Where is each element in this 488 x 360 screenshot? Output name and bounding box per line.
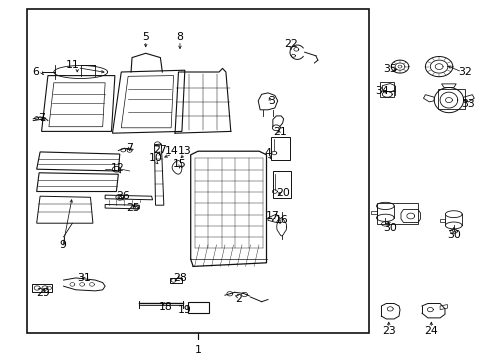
Text: 31: 31 [77, 273, 91, 283]
Text: 12: 12 [110, 163, 124, 174]
Text: 29: 29 [36, 288, 50, 298]
Text: 1: 1 [194, 345, 201, 355]
Text: 4: 4 [264, 148, 271, 158]
Text: 25: 25 [126, 203, 140, 213]
Text: 35: 35 [383, 64, 396, 74]
Text: 30: 30 [446, 230, 460, 240]
Bar [380, 82, 393, 97]
Text: 27: 27 [153, 145, 167, 156]
Text: 5: 5 [142, 32, 149, 42]
Text: 16: 16 [274, 215, 287, 225]
Text: 21: 21 [272, 127, 286, 138]
Text: 19: 19 [178, 305, 191, 315]
Bar [271, 137, 289, 160]
Text: 23: 23 [381, 326, 395, 336]
Text: 2: 2 [235, 294, 242, 304]
Text: 7: 7 [126, 143, 133, 153]
Text: 13: 13 [178, 146, 191, 156]
Text: 8: 8 [176, 32, 183, 42]
Text: 7: 7 [38, 113, 45, 123]
Text: 3: 3 [267, 96, 274, 106]
Text: 22: 22 [284, 39, 297, 49]
Text: 24: 24 [424, 326, 437, 336]
Bar [32, 284, 52, 292]
Text: 18: 18 [158, 302, 172, 312]
Text: 15: 15 [173, 159, 186, 169]
Text: 14: 14 [165, 146, 179, 156]
Bar [188, 302, 208, 313]
Text: 30: 30 [383, 222, 396, 233]
Text: 34: 34 [375, 86, 388, 96]
Bar [272, 171, 291, 198]
Text: 10: 10 [148, 153, 162, 163]
Text: 6: 6 [32, 67, 39, 77]
Text: 9: 9 [59, 240, 66, 250]
Bar [376, 203, 417, 224]
Text: 26: 26 [116, 191, 130, 201]
Text: 33: 33 [461, 99, 474, 109]
Text: 17: 17 [265, 211, 279, 221]
Text: 20: 20 [275, 188, 289, 198]
Bar [437, 89, 464, 109]
Text: 11: 11 [65, 60, 79, 70]
Text: 32: 32 [458, 67, 471, 77]
Bar [27, 9, 368, 333]
Text: 28: 28 [173, 273, 186, 283]
